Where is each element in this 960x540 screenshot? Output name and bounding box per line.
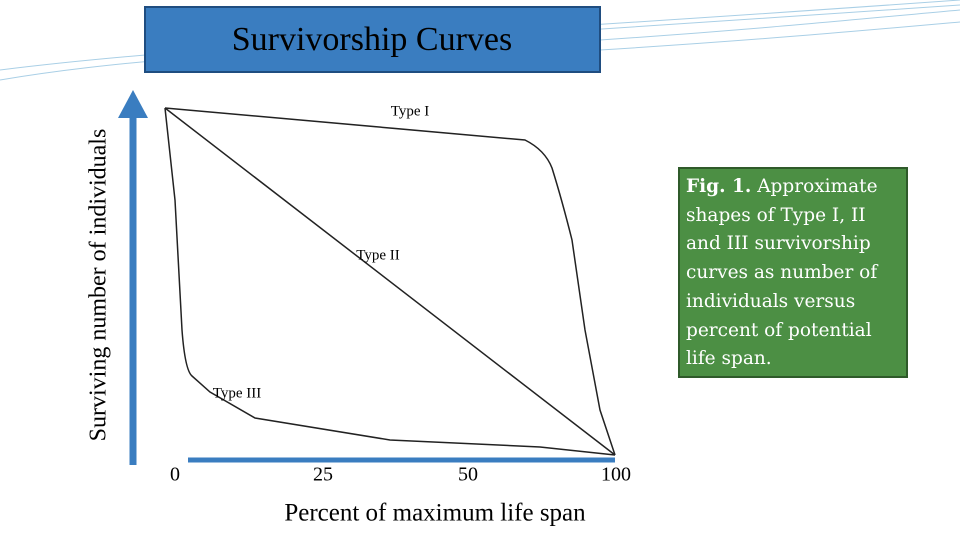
type-iii-curve — [164, 107, 616, 456]
curves — [164, 107, 616, 456]
type-ii-curve — [164, 107, 616, 456]
y-axis-label: Surviving number of individuals — [86, 129, 112, 442]
caption: Fig. 1. Approximate shapes of Type I, II… — [678, 167, 908, 378]
x-axis-label: Percent of maximum life span — [284, 500, 586, 527]
y-arrow — [118, 90, 148, 118]
x-tick-label: 50 — [458, 464, 478, 486]
curve-label: Type II — [356, 247, 400, 263]
caption-text: Approximate shapes of Type I, II and III… — [686, 176, 878, 370]
x-tick-label: 100 — [601, 464, 631, 486]
caption-lead: Fig. 1. — [686, 176, 752, 197]
x-tick-label: 25 — [313, 464, 333, 486]
x-tick-label: 0 — [170, 464, 180, 486]
curve-label: Type III — [213, 385, 262, 401]
title: Survivorship Curves — [232, 21, 513, 58]
curve-label: Type I — [391, 103, 430, 119]
type-i-curve — [164, 107, 616, 456]
title-box — [144, 6, 601, 73]
